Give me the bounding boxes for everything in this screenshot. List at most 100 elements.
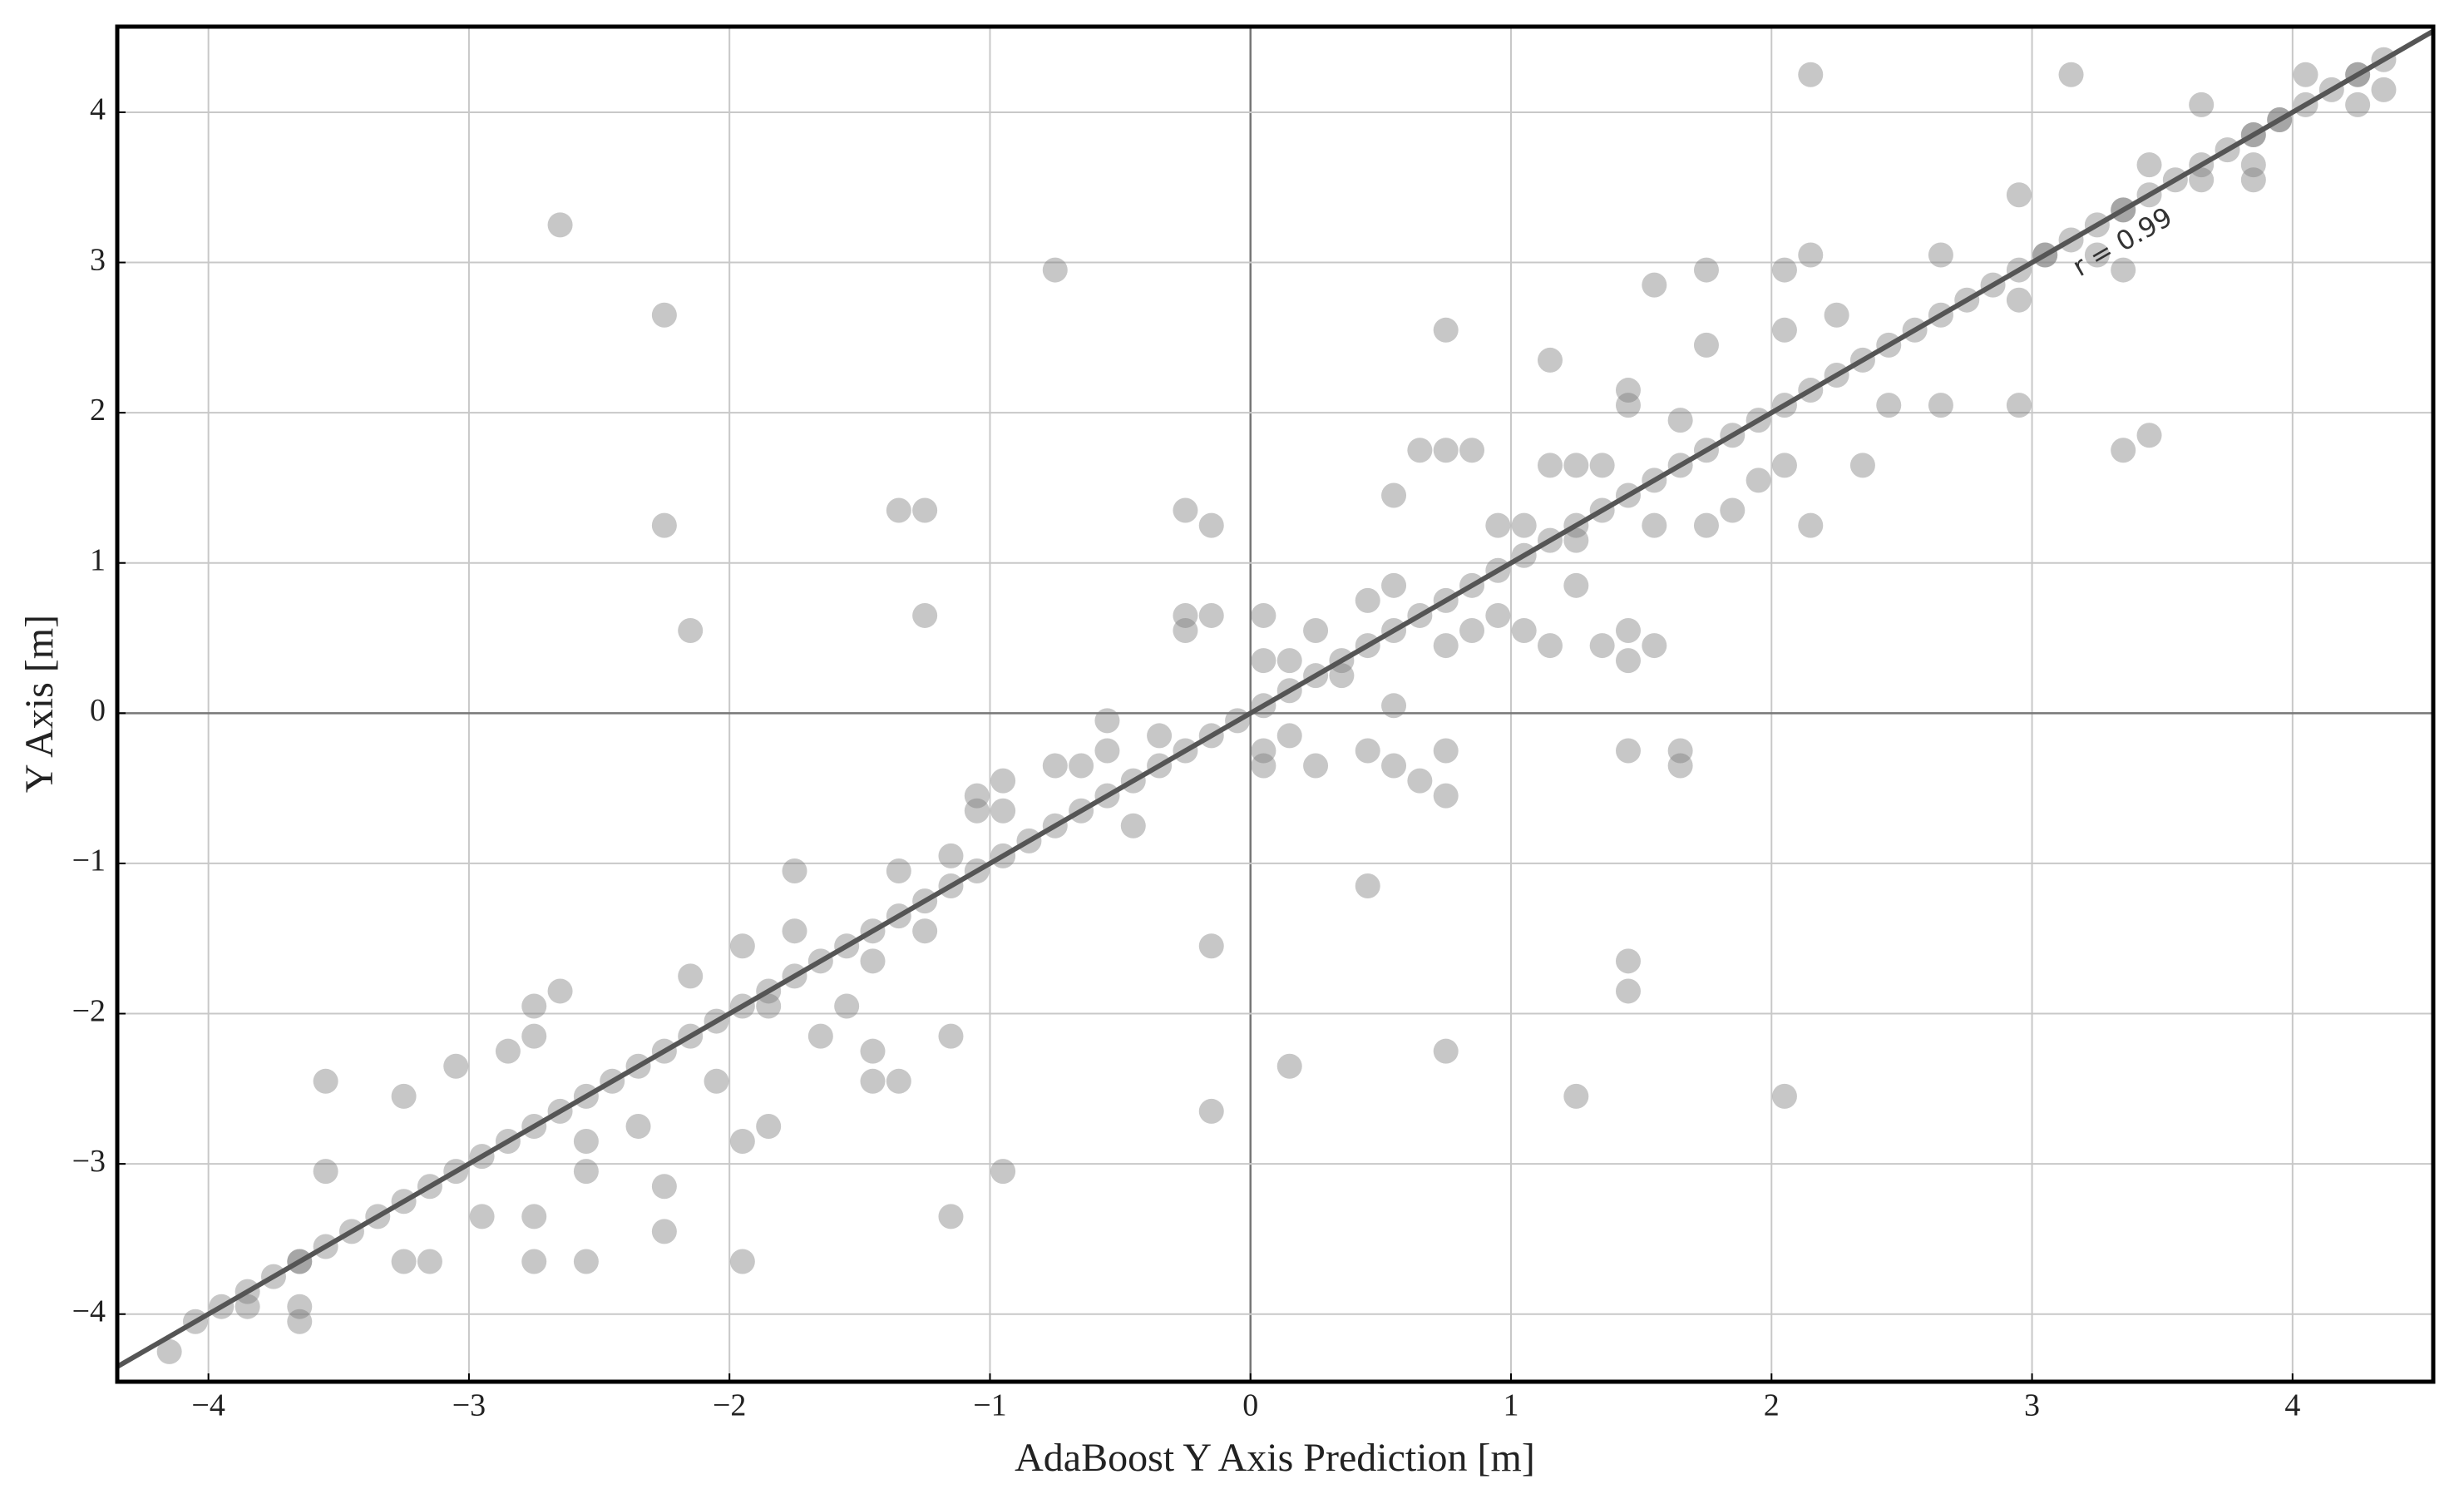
point (912, 918, 938, 944)
point (521, 993, 547, 1019)
point (573, 1249, 599, 1274)
x-tick-label: −1 (973, 1388, 1006, 1423)
point (990, 768, 1016, 794)
point (1433, 738, 1459, 764)
point (938, 1204, 964, 1229)
point (2006, 182, 2032, 208)
point (2189, 92, 2215, 117)
point (2006, 287, 2032, 313)
x-tick-label: −2 (713, 1388, 746, 1423)
y-tick-label: 0 (90, 693, 106, 728)
point (886, 1068, 911, 1094)
point (2084, 242, 2110, 268)
point (2371, 77, 2397, 102)
point (651, 512, 677, 538)
point (1746, 468, 1771, 493)
point (1615, 648, 1641, 674)
point (1720, 497, 1746, 523)
point (417, 1249, 442, 1274)
point (1798, 62, 1824, 87)
y-tick-label: 4 (90, 92, 106, 127)
point (729, 1129, 755, 1155)
point (1798, 242, 1824, 268)
y-tick-label: 2 (90, 393, 106, 428)
point (1381, 693, 1407, 719)
point (2136, 152, 2162, 178)
point (1251, 602, 1276, 628)
point (1459, 438, 1485, 463)
point (313, 1068, 338, 1094)
point (521, 1023, 547, 1049)
point (756, 1113, 782, 1139)
point (1433, 633, 1459, 659)
point (1198, 933, 1224, 959)
x-tick-label: 3 (2024, 1388, 2040, 1423)
point (2240, 152, 2266, 178)
point (1381, 572, 1407, 598)
point (1094, 708, 1120, 734)
point (1771, 317, 1797, 343)
point (469, 1204, 495, 1229)
point (886, 497, 911, 523)
x-tick-label: −3 (452, 1388, 486, 1423)
point (1251, 648, 1276, 674)
point (573, 1159, 599, 1185)
point (1198, 1098, 1224, 1124)
point (990, 798, 1016, 824)
point (1042, 753, 1068, 779)
x-tick-label: 2 (1764, 1388, 1780, 1423)
point (1407, 768, 1433, 794)
point (782, 918, 807, 944)
point (678, 618, 704, 644)
point (1538, 347, 1563, 373)
point (1642, 633, 1667, 659)
point (1303, 753, 1329, 779)
point (1589, 453, 1615, 478)
point (1303, 618, 1329, 644)
point (443, 1053, 469, 1079)
point (729, 1249, 755, 1274)
point (1173, 618, 1198, 644)
point (938, 1023, 964, 1049)
point (1381, 482, 1407, 508)
point (2240, 167, 2266, 193)
point (547, 212, 573, 238)
point (1511, 512, 1537, 538)
point (1173, 497, 1198, 523)
point (1538, 633, 1563, 659)
point (1485, 602, 1511, 628)
point (2345, 92, 2371, 117)
point (704, 1068, 729, 1094)
point (1173, 602, 1198, 628)
y-tick-label: −1 (72, 844, 106, 878)
point (938, 843, 964, 868)
point (912, 497, 938, 523)
point (1069, 753, 1094, 779)
point (287, 1309, 313, 1334)
plot-frame (115, 24, 2436, 1384)
point (573, 1129, 599, 1155)
point (156, 1338, 182, 1364)
point (1642, 512, 1667, 538)
point (1355, 873, 1380, 899)
point (1563, 572, 1589, 598)
point (2189, 167, 2215, 193)
point (651, 302, 677, 328)
point (495, 1038, 521, 1064)
point (1667, 753, 1693, 779)
point (235, 1294, 260, 1319)
point (1433, 317, 1459, 343)
point (313, 1159, 338, 1185)
point (1433, 438, 1459, 463)
x-axis-label: AdaBoost Y Axis Prediction [m] (1015, 1436, 1535, 1480)
point (1381, 753, 1407, 779)
point (1042, 257, 1068, 283)
point (1563, 453, 1589, 478)
point (1120, 813, 1146, 839)
grid (117, 27, 2433, 1382)
point (1824, 302, 1849, 328)
point (964, 798, 990, 824)
point (1615, 948, 1641, 974)
point (1798, 512, 1824, 538)
point (1693, 332, 1719, 358)
